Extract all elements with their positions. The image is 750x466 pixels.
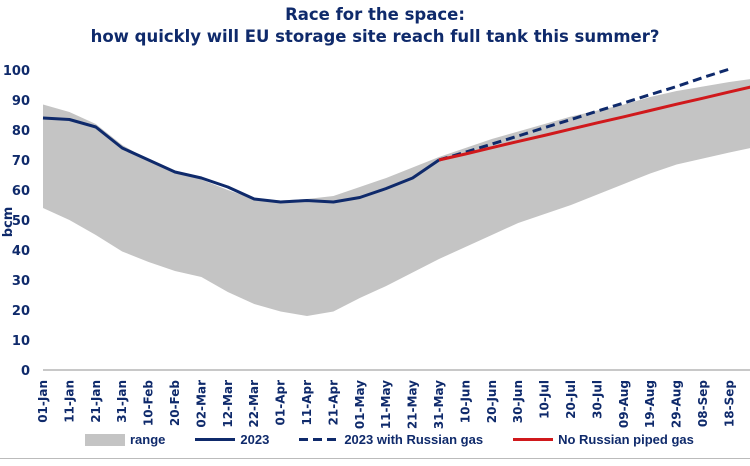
bottom-divider: [0, 458, 750, 459]
y-tick-label: 30: [12, 274, 30, 289]
legend-swatch-no-russian-gas: [513, 438, 554, 441]
x-tick-label: 10-Feb: [142, 380, 156, 427]
y-tick-label: 50: [12, 214, 30, 229]
y-tick-label: 0: [21, 364, 30, 379]
legend-swatch-range: [85, 433, 125, 446]
x-tick-label: 31-Jan: [115, 380, 129, 423]
legend-label-russian-gas: 2023 with Russian gas: [344, 432, 484, 447]
legend-swatch-2023: [195, 438, 236, 441]
title-line-2: how quickly will EU storage site reach f…: [90, 27, 660, 46]
y-axis-label: bcm: [1, 207, 16, 238]
x-tick-label: 20-Jun: [485, 380, 499, 423]
x-tick-label: 01-Jan: [36, 380, 50, 423]
legend-label-no-russian-gas: No Russian piped gas: [558, 432, 694, 447]
x-tick-label: 28-Sep: [749, 380, 750, 427]
x-tick-label: 20-Jul: [564, 380, 578, 419]
x-tick-label: 08-Sep: [696, 380, 710, 427]
x-tick-label: 11-May: [379, 380, 393, 429]
y-tick-label: 20: [12, 304, 30, 319]
legend-item-russian-gas: 2023 with Russian gas: [299, 432, 483, 447]
y-tick-label: 40: [12, 244, 30, 259]
chart-title: Race for the space: how quickly will EU …: [0, 4, 750, 48]
range-band: [43, 79, 750, 316]
x-tick-label: 19-Aug: [643, 380, 657, 428]
x-tick-label: 30-Jul: [590, 380, 604, 419]
x-tick-label: 11-Apr: [300, 380, 314, 426]
x-tick-label: 01-Apr: [274, 380, 288, 426]
series-line-2: [438, 85, 750, 162]
x-tick-label: 31-May: [432, 380, 446, 429]
x-tick-label: 02-Mar: [194, 380, 208, 428]
legend: range 2023 2023 with Russian gas No Russ…: [85, 432, 694, 447]
legend-label-range: range: [130, 432, 166, 447]
legend-label-2023: 2023: [240, 432, 270, 447]
x-tick-label: 21-Apr: [326, 380, 340, 426]
y-tick-label: 100: [3, 64, 30, 79]
x-tick-label: 10-Jun: [458, 380, 472, 423]
y-tick-label: 10: [12, 334, 30, 349]
legend-item-2023: 2023: [195, 432, 269, 447]
x-tick-label: 21-May: [406, 380, 420, 429]
x-tick-label: 20-Feb: [168, 380, 182, 427]
y-tick-label: 80: [12, 124, 30, 139]
title-line-1: Race for the space:: [285, 5, 465, 24]
x-tick-label: 30-Jun: [511, 380, 525, 423]
y-tick-label: 70: [12, 154, 30, 169]
x-tick-label: 22-Mar: [247, 380, 261, 428]
legend-swatch-russian-gas: [299, 438, 340, 441]
y-tick-label: 60: [12, 184, 30, 199]
y-tick-label: 90: [12, 94, 30, 109]
legend-item-range: range: [85, 432, 165, 447]
x-tick-label: 18-Sep: [722, 380, 736, 427]
x-tick-label: 11-Jan: [62, 380, 76, 423]
legend-item-no-russian-gas: No Russian piped gas: [513, 432, 694, 447]
x-tick-label: 09-Aug: [617, 380, 631, 428]
series-line-1: [438, 67, 730, 162]
x-tick-label: 29-Aug: [670, 380, 684, 428]
x-tick-label: 21-Jan: [89, 380, 103, 423]
series-line-0: [42, 116, 440, 204]
x-tick-label: 01-May: [353, 380, 367, 429]
x-tick-label: 10-Jul: [538, 380, 552, 419]
x-tick-label: 12-Mar: [221, 380, 235, 428]
